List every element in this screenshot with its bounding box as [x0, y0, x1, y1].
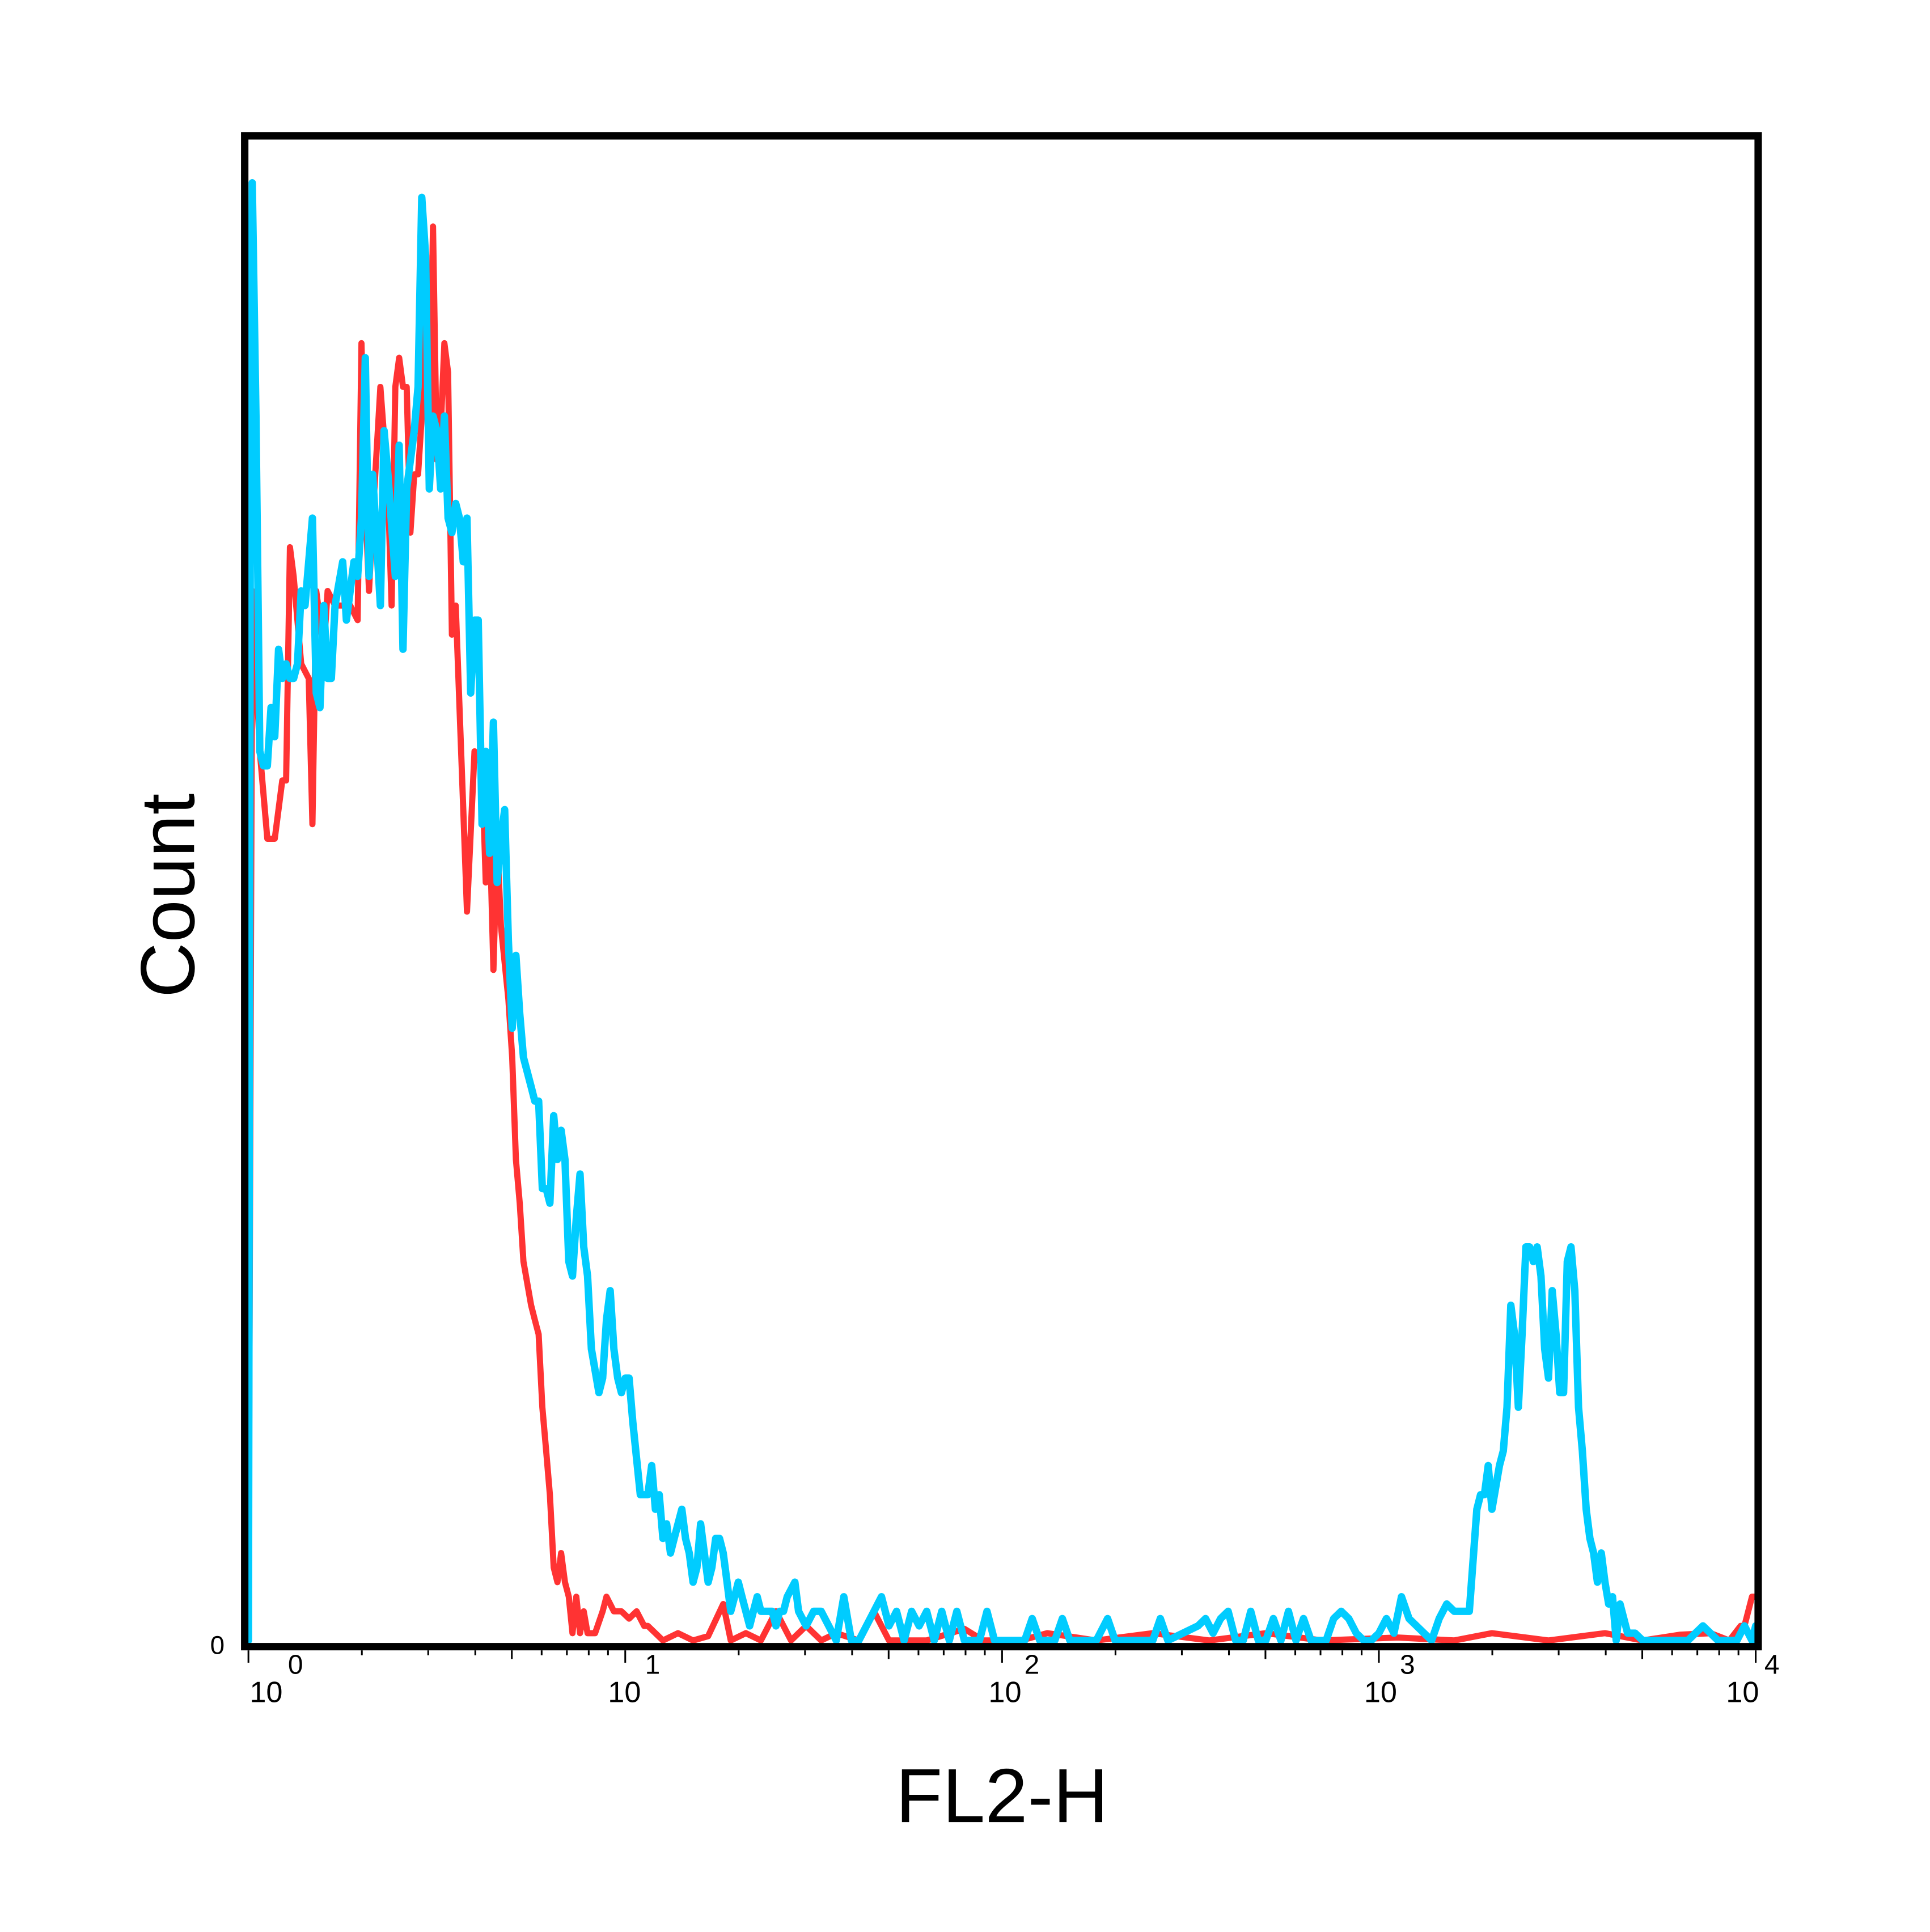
y-axis-zero-label: 0	[210, 1631, 225, 1660]
x-tick-label-exp: 0	[288, 1650, 303, 1680]
y-axis-title: Count	[125, 794, 210, 998]
x-tick-label-exp: 4	[1764, 1650, 1780, 1680]
x-axis-ticks	[247, 1650, 1757, 1663]
series-layer	[244, 179, 1760, 1645]
x-tick-label-exp: 3	[1400, 1650, 1415, 1680]
x-tick-label-base: 10	[1726, 1676, 1759, 1709]
plot-frame	[241, 132, 1762, 1651]
blue-stained-histogram-line	[244, 179, 1760, 1645]
x-tick-label-exp: 2	[1025, 1650, 1040, 1680]
x-tick-label-base: 10	[1364, 1676, 1397, 1709]
x-axis-title: FL2-H	[896, 1753, 1108, 1838]
x-tick-label-base: 10	[249, 1676, 282, 1709]
red-control-histogram-line	[245, 223, 1759, 1644]
x-tick-label-base: 10	[608, 1676, 641, 1709]
x-tick-label-exp: 1	[645, 1650, 661, 1680]
x-tick-label-base: 10	[988, 1676, 1021, 1709]
x-axis-tick-labels: 10 0 10 1 10 2 10 3 10 4	[249, 1650, 1779, 1709]
